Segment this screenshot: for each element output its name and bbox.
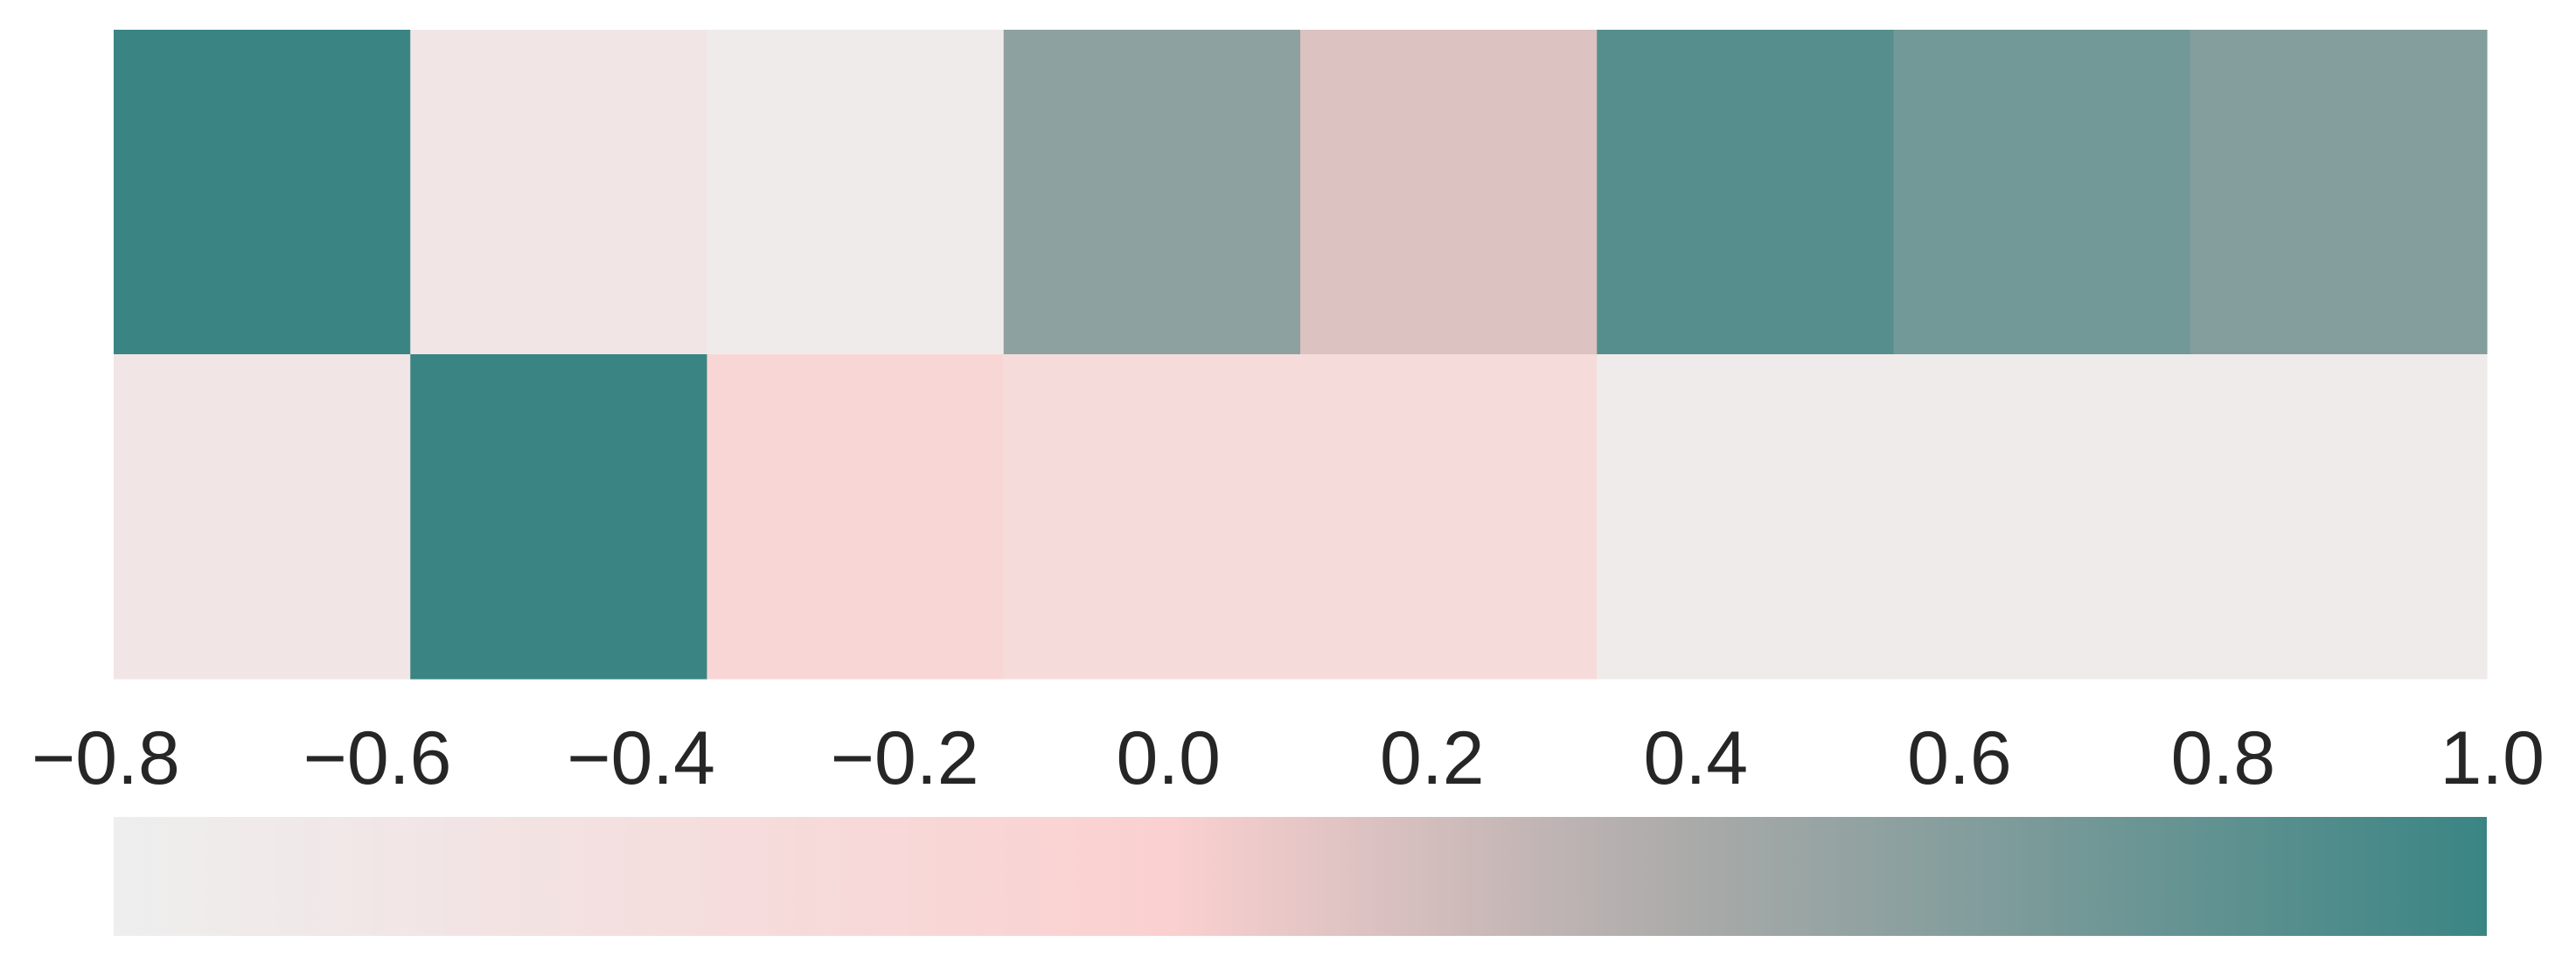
colorbar-tick-label: 0.0 bbox=[1116, 716, 1221, 800]
heatmap-cell-r0-c6 bbox=[1893, 30, 2191, 355]
heatmap-cell-r0-c2 bbox=[707, 30, 1005, 355]
colorbar-tick-labels: −0.8 −0.6 −0.4 −0.2 0.0 0.2 0.4 0.6 0.8 1.0 bbox=[31, 716, 2545, 800]
colorbar-tick-label: 0.6 bbox=[1907, 716, 2012, 800]
colorbar-tick-label: −0.6 bbox=[303, 716, 452, 800]
heatmap-cell-r1-c3 bbox=[1003, 354, 1301, 680]
colorbar-tick-label: 0.2 bbox=[1380, 716, 1485, 800]
colorbar-tick-label: −0.4 bbox=[567, 716, 715, 800]
heatmap-cell-r0-c5 bbox=[1597, 30, 1895, 355]
colorbar bbox=[114, 817, 2487, 936]
heatmap-cell-r1-c5 bbox=[1597, 354, 1895, 680]
heatmap-cell-r1-c1 bbox=[410, 354, 708, 680]
colorbar-tick-label: −0.8 bbox=[31, 716, 180, 800]
heatmap-cell-r0-c4 bbox=[1300, 30, 1598, 355]
heatmap-cell-r1-c0 bbox=[114, 354, 411, 680]
heatmap-cell-r1-c6 bbox=[1893, 354, 2191, 680]
heatmap-cell-r0-c0 bbox=[114, 30, 411, 355]
heatmap-cell-r1-c7 bbox=[2190, 354, 2488, 680]
colorbar-tick-label: 1.0 bbox=[2440, 716, 2545, 800]
heatmap-cells bbox=[114, 30, 2488, 680]
colorbar-tick-label: 0.8 bbox=[2171, 716, 2276, 800]
heatmap-cell-r0-c1 bbox=[410, 30, 708, 355]
colorbar-tick-label: 0.4 bbox=[1644, 716, 1749, 800]
colorbar-tick-label: −0.2 bbox=[831, 716, 979, 800]
heatmap-cell-r0-c7 bbox=[2190, 30, 2488, 355]
heatmap-cell-r1-c4 bbox=[1300, 354, 1598, 680]
heatmap-cell-r1-c2 bbox=[707, 354, 1005, 680]
heatmap-cell-r0-c3 bbox=[1003, 30, 1301, 355]
